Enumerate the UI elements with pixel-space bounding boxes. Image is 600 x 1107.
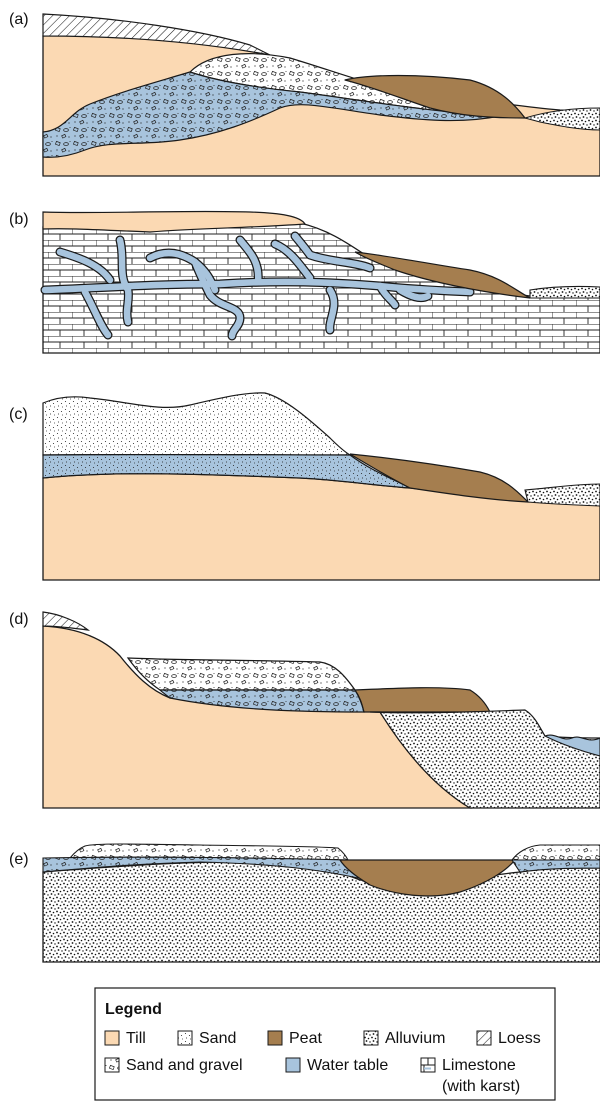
panel-c-sand (42, 392, 353, 456)
panel-d: (d) (9, 611, 600, 809)
panel-c: (c) (9, 392, 600, 581)
panel-b-till (42, 210, 307, 233)
panel-b-karst-conduits (40, 231, 475, 341)
legend: Legend Till Sand Peat Alluvium Loess San… (94, 987, 556, 1101)
panel-d-sand-gravel (126, 657, 357, 691)
panel-a-alluvium (522, 107, 600, 131)
legend-sand-gravel-swatch (104, 1057, 120, 1073)
legend-alluvium-label: Alluvium (385, 1030, 445, 1047)
panel-e: (e) (9, 843, 600, 963)
legend-title: Legend (105, 1001, 162, 1018)
panel-d-stream (543, 734, 600, 757)
legend-peat-label: Peat (289, 1030, 322, 1047)
panel-e-alluvium (42, 860, 600, 963)
legend-loess-label: Loess (498, 1030, 541, 1047)
panel-a-label: (a) (9, 11, 29, 28)
panel-b-alluvium (529, 285, 600, 299)
panel-d-loess (42, 611, 91, 631)
legend-water-table-label: Water table (307, 1057, 388, 1074)
panel-e-sand-gravel-water-left (42, 856, 360, 879)
panel-d-label: (d) (9, 611, 29, 628)
legend-limestone-swatch (420, 1057, 436, 1073)
legend-alluvium-swatch (363, 1030, 379, 1046)
legend-till-swatch (104, 1030, 120, 1046)
panel-e-label: (e) (9, 851, 29, 868)
legend-sand-label: Sand (199, 1030, 236, 1047)
panel-c-till (42, 473, 600, 581)
legend-sand-swatch (177, 1030, 193, 1046)
panel-e-sand-gravel-right (510, 844, 600, 861)
legend-limestone-label-2: (with karst) (442, 1078, 520, 1095)
legend-loess-swatch (476, 1030, 492, 1046)
legend-till-label: Till (126, 1030, 146, 1047)
panel-b-label: (b) (9, 211, 29, 228)
panel-c-label: (c) (9, 406, 28, 423)
legend-sand-gravel-label: Sand and gravel (126, 1057, 243, 1074)
legend-limestone-label: Limestone (442, 1057, 516, 1074)
panel-d-peat (353, 687, 491, 713)
panel-e-peat (338, 859, 517, 897)
panel-c-alluvium (524, 483, 600, 507)
legend-water-table-swatch (285, 1057, 301, 1073)
panel-a-sand-gravel-water (42, 71, 501, 158)
panel-a: (a) (9, 11, 600, 177)
panel-b: (b) (9, 210, 600, 354)
legend-peat-swatch (267, 1030, 283, 1046)
